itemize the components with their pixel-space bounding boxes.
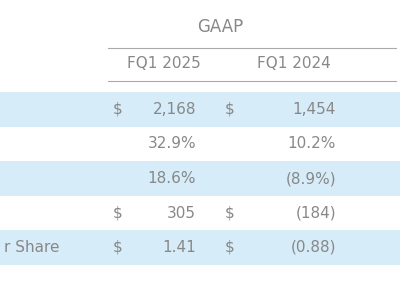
Text: 10.2%: 10.2%: [288, 136, 336, 152]
FancyBboxPatch shape: [0, 92, 400, 127]
Text: (184): (184): [295, 206, 336, 220]
Text: $: $: [113, 102, 123, 117]
Text: GAAP: GAAP: [197, 18, 243, 36]
Text: 32.9%: 32.9%: [147, 136, 196, 152]
Text: $: $: [225, 206, 235, 220]
Text: FQ1 2024: FQ1 2024: [257, 56, 331, 70]
Text: 2,168: 2,168: [152, 102, 196, 117]
Text: $: $: [225, 102, 235, 117]
Text: 1,454: 1,454: [293, 102, 336, 117]
Text: (8.9%): (8.9%): [285, 171, 336, 186]
Text: $: $: [225, 240, 235, 255]
Text: (0.88): (0.88): [290, 240, 336, 255]
Text: 18.6%: 18.6%: [148, 171, 196, 186]
Text: $: $: [113, 206, 123, 220]
Text: $: $: [113, 240, 123, 255]
FancyBboxPatch shape: [0, 161, 400, 196]
Text: 305: 305: [167, 206, 196, 220]
Text: 1.41: 1.41: [162, 240, 196, 255]
FancyBboxPatch shape: [0, 230, 400, 265]
Text: r Share: r Share: [4, 240, 60, 255]
Text: FQ1 2025: FQ1 2025: [127, 56, 201, 70]
